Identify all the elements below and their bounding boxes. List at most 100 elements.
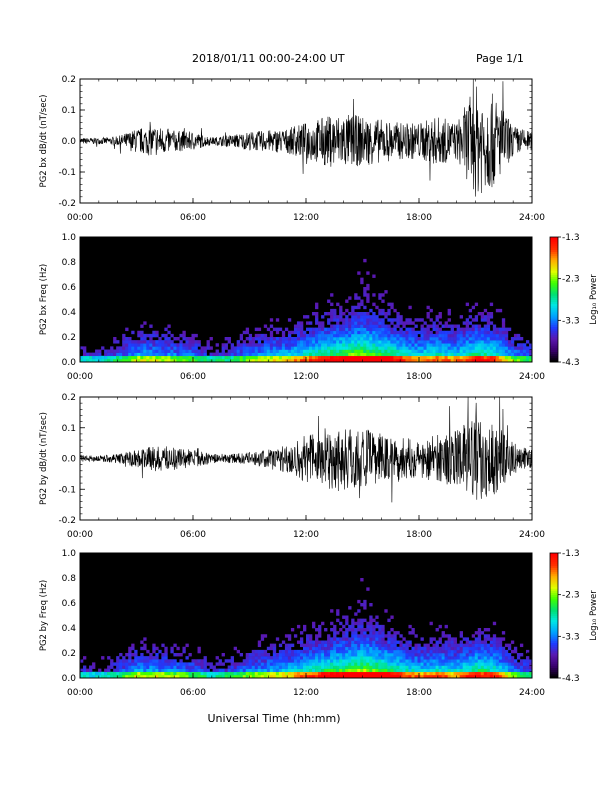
colorbar-tick-label: -1.3: [562, 549, 580, 559]
heatmap-cell: [480, 643, 485, 648]
heatmap-cell: [167, 330, 171, 335]
heatmap-cell: [468, 640, 473, 644]
heatmap-cell: [269, 671, 274, 676]
heatmap-cell: [426, 324, 430, 328]
heatmap-cell: [456, 643, 460, 648]
heatmap-cell: [179, 358, 183, 363]
heatmap-cell: [426, 337, 430, 341]
heatmap-cell: [447, 634, 451, 638]
heatmap-cell: [390, 656, 394, 660]
heatmap-cell: [221, 358, 225, 363]
heatmap-cell: [284, 358, 289, 363]
heatmap-cell: [137, 358, 141, 363]
heatmap-cell: [471, 671, 476, 676]
heatmap-cell: [140, 358, 144, 363]
heatmap-cell: [450, 656, 454, 660]
heatmap-cell: [360, 315, 364, 319]
heatmap-cell: [381, 299, 385, 303]
heatmap-cell: [363, 290, 367, 294]
heatmap-cell: [444, 674, 448, 679]
heatmap-cell: [194, 346, 198, 350]
heatmap-cell: [197, 665, 201, 669]
heatmap-cell: [263, 349, 268, 353]
heatmap-cell: [525, 340, 530, 344]
heatmap-cell: [182, 662, 186, 666]
heatmap-cell: [324, 640, 328, 644]
colorbar-step: [550, 257, 558, 261]
heatmap-cell: [486, 315, 491, 319]
heatmap-cell: [80, 674, 84, 679]
heatmap-cell: [179, 355, 183, 360]
heatmap-cell: [498, 352, 503, 357]
heatmap-cell: [474, 640, 479, 644]
heatmap-cell: [185, 349, 189, 353]
heatmap-cell: [275, 668, 280, 673]
heatmap-cell: [501, 327, 506, 332]
heatmap-cell: [429, 349, 433, 353]
heatmap-cell: [315, 340, 319, 344]
heatmap-cell: [284, 674, 289, 679]
heatmap-cell: [438, 340, 442, 344]
heatmap-cell: [417, 337, 421, 341]
heatmap-cell: [260, 665, 265, 669]
heatmap-cell: [375, 337, 379, 341]
heatmap-cell: [375, 640, 379, 644]
heatmap-cell: [290, 330, 295, 335]
heatmap-cell: [483, 637, 488, 641]
heatmap-cell: [321, 343, 325, 347]
heatmap-cell: [146, 355, 150, 360]
y-tick-label: 0.2: [62, 75, 76, 85]
heatmap-cell: [423, 355, 427, 360]
heatmap-cell: [321, 621, 325, 626]
heatmap-cell: [324, 662, 328, 666]
heatmap-cell: [245, 327, 250, 332]
heatmap-cell: [315, 343, 319, 347]
heatmap-cell: [191, 343, 195, 347]
heatmap-cell: [438, 343, 442, 347]
heatmap-cell: [423, 333, 427, 338]
heatmap-cell: [299, 327, 304, 332]
heatmap-cell: [390, 333, 394, 338]
heatmap-cell: [342, 312, 346, 316]
heatmap-cell: [309, 321, 313, 325]
heatmap-cell: [146, 333, 150, 338]
heatmap-cell: [149, 340, 153, 344]
heatmap-cell: [206, 668, 210, 673]
heatmap-cell: [369, 662, 373, 666]
heatmap-cell: [366, 343, 370, 347]
heatmap-cell: [315, 649, 319, 654]
heatmap-cell: [125, 662, 129, 666]
heatmap-cell: [302, 665, 307, 669]
heatmap-cell: [327, 337, 331, 341]
heatmap-cell: [351, 671, 355, 676]
heatmap-cell: [312, 643, 316, 648]
heatmap-cell: [215, 352, 219, 357]
heatmap-cell: [477, 656, 482, 660]
heatmap-cell: [173, 659, 177, 663]
heatmap-cell: [188, 346, 192, 350]
heatmap-cell: [498, 637, 503, 641]
heatmap-cell: [278, 671, 283, 676]
heatmap-cell: [281, 649, 286, 654]
series-line: [79, 396, 533, 503]
heatmap-cell: [474, 668, 479, 673]
heatmap-cell: [330, 308, 334, 313]
heatmap-cell: [299, 656, 304, 660]
heatmap-cell: [345, 618, 349, 623]
heatmap-cell: [396, 330, 400, 335]
heatmap-cell: [342, 349, 346, 353]
heatmap-cell: [444, 340, 448, 344]
heatmap-cell: [257, 643, 262, 648]
heatmap-cell: [339, 337, 343, 341]
heatmap-cell: [423, 668, 427, 673]
heatmap-cell: [480, 659, 485, 663]
heatmap-cell: [465, 330, 470, 335]
heatmap-cell: [441, 324, 445, 328]
heatmap-cell: [342, 340, 346, 344]
heatmap-cell: [170, 646, 174, 651]
heatmap-cell: [465, 649, 470, 654]
heatmap-cell: [525, 349, 530, 353]
heatmap-cell: [453, 659, 457, 663]
heatmap-cell: [299, 665, 304, 669]
heatmap-cell: [275, 352, 280, 357]
